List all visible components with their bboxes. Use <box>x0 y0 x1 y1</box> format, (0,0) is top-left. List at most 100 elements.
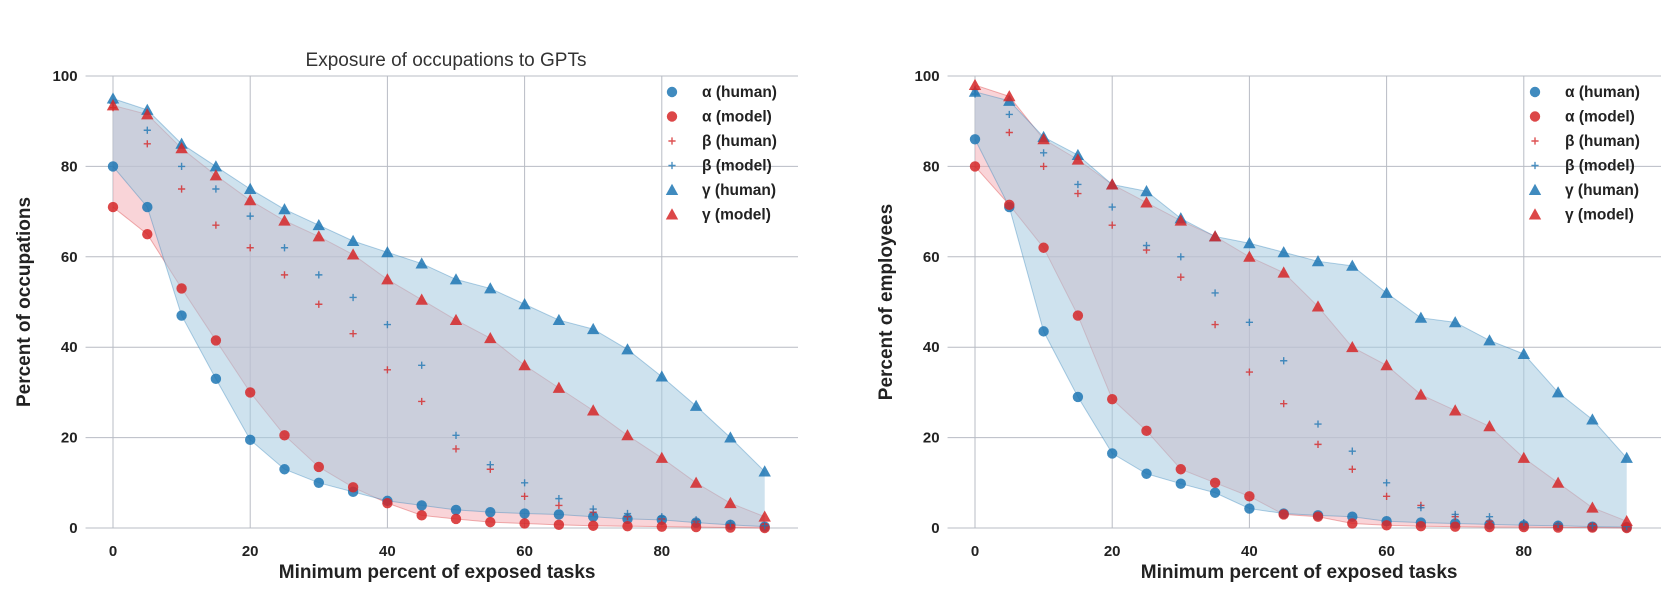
chart1-series-4-point <box>486 461 494 469</box>
chart2-series-4-point <box>1417 504 1425 512</box>
chart1-ytick-label: 40 <box>61 339 78 356</box>
chart1-legend-label: γ (model) <box>702 207 771 224</box>
chart2-series-2-point <box>1484 521 1495 533</box>
chart1-series-1-point <box>245 434 256 446</box>
chart1-series-4-point <box>761 522 769 530</box>
chart1-series-4-point <box>658 513 666 521</box>
chart1-legend-label: β (human) <box>702 133 777 150</box>
chart2-series-1-point <box>1072 391 1084 403</box>
chart1-human-band-upper-edge <box>112 98 766 472</box>
chart1-series-4-point <box>143 126 151 134</box>
chart1-xtick-label: 0 <box>109 543 117 560</box>
chart2-series-4-point <box>1520 518 1528 527</box>
chart1-series-6-point <box>758 510 771 522</box>
chart2-xtick-label: 80 <box>1515 543 1532 560</box>
chart1-human-band-lower-edge <box>112 166 765 528</box>
chart1-series-3-point <box>521 492 529 500</box>
chart2-series-2 <box>969 161 1632 534</box>
chart1-series-5-point <box>552 313 566 326</box>
chart1-series-6-point <box>552 381 566 393</box>
chart1-series-5 <box>106 92 771 477</box>
chart2-series-6-point <box>1346 341 1359 353</box>
chart2-series-4-point <box>1554 520 1562 528</box>
chart1-series-4-point <box>452 431 460 439</box>
chart1-series-1-point <box>210 373 222 385</box>
chart2-series-4-point <box>1005 110 1013 119</box>
chart1-xtick-label: 60 <box>516 543 533 560</box>
chart2-series-4-point <box>1588 522 1596 530</box>
chart1-legend-marker <box>668 137 676 145</box>
chart2-series-4-point <box>1142 241 1151 250</box>
chart1-legend-label: α (model) <box>702 109 772 126</box>
chart1-series-1-point <box>519 508 530 519</box>
chart1-series-2-point <box>107 201 119 213</box>
chart1-series-4-point <box>280 244 289 252</box>
chart2-series-5-point <box>1346 259 1359 271</box>
chart1-legend: α (human) α (model) β (human) β (model) γ (h… <box>665 84 777 224</box>
chart2-series-2-point <box>1278 509 1289 520</box>
chart1-xtick-label: 40 <box>379 543 396 560</box>
chart1-series-4 <box>109 99 769 530</box>
chart2-xtick-label: 60 <box>1378 543 1395 560</box>
chart2-series-4-point <box>1314 420 1322 428</box>
chart1-series-1-point <box>176 310 187 321</box>
chart1-series-4-point <box>246 212 254 220</box>
chart2-series-3-point <box>1348 465 1356 473</box>
chart2-series-3-point <box>1314 440 1322 448</box>
chart1-series-2-point <box>553 519 565 531</box>
chart1-series-3-point <box>383 366 391 374</box>
chart2-series-6-point <box>1414 388 1428 400</box>
chart2-legend-marker <box>1531 137 1539 145</box>
chart1-title: Exposure of occupations to GPTs <box>306 50 587 71</box>
chart1-ytick-label: 60 <box>61 249 78 266</box>
chart1-ytick-label: 0 <box>69 520 77 537</box>
chart1-series-5-point <box>587 322 600 335</box>
chart2-series-6-point <box>1483 420 1496 432</box>
chart1-series-3-point <box>555 501 563 509</box>
chart1-series-2-point <box>690 521 702 533</box>
chart2-series-1-point <box>1209 487 1221 498</box>
chart2-series-2-point <box>1347 518 1358 529</box>
chart2-series-6-point <box>1174 214 1187 226</box>
chart1-legend-marker <box>665 183 679 195</box>
chart2-series-2-point <box>1450 521 1461 532</box>
chart2-plot: 0 20 40 60 80 100 0 20 40 60 80 Minimum percent of … <box>876 68 1661 583</box>
chart1-series-3-point <box>246 244 254 252</box>
chart2-series-4-point <box>1177 253 1185 261</box>
chart2-series-4-point <box>1451 510 1459 519</box>
chart1-series-1-point <box>142 201 153 213</box>
chart1-series-3-point <box>280 271 289 279</box>
chart2-ytick-label: 40 <box>923 339 940 356</box>
chart1-series-6-point <box>621 429 634 441</box>
chart2-series-3-point <box>1108 221 1116 229</box>
chart2-series-2-point <box>1038 242 1049 253</box>
chart1-series-4-point <box>383 321 391 329</box>
chart2-series-5-point <box>1243 237 1256 249</box>
chart1-series-5-point <box>724 431 737 443</box>
chart1-series-3-point <box>315 300 323 308</box>
chart1-series-6-point <box>141 108 154 120</box>
chart2-legend-marker <box>1529 111 1541 122</box>
chart2-y-axis-label: Percent of employees <box>876 204 897 400</box>
chart1-series-2-point <box>416 510 427 521</box>
chart2-series-5-point <box>1311 255 1325 267</box>
chart2-series-5-point <box>1277 246 1290 258</box>
chart1-series-4-point <box>315 271 323 279</box>
chart1-series-2-point <box>313 461 324 473</box>
chart1-series-2-point <box>485 516 496 528</box>
chart2-series-6-point <box>1140 196 1153 208</box>
chart2-series-3-point <box>1245 368 1253 376</box>
chart2-series-3-point <box>1005 128 1013 137</box>
chart1-series-6-point <box>484 331 497 344</box>
chart1-series-5-point <box>209 160 223 172</box>
chart2-legend-marker <box>1528 183 1542 195</box>
chart2-series-3 <box>971 85 1631 531</box>
chart1-human-band <box>113 98 765 527</box>
chart1-series-5-point <box>449 273 463 285</box>
chart1-series-6-point <box>312 230 325 242</box>
chart2-series-2-point <box>1415 520 1427 532</box>
chart1-legend-label: γ (human) <box>702 182 776 199</box>
chart2-legend-marker <box>1529 86 1541 98</box>
chart1-series-6-point <box>381 273 394 285</box>
chart1-series-1-point <box>279 464 290 475</box>
